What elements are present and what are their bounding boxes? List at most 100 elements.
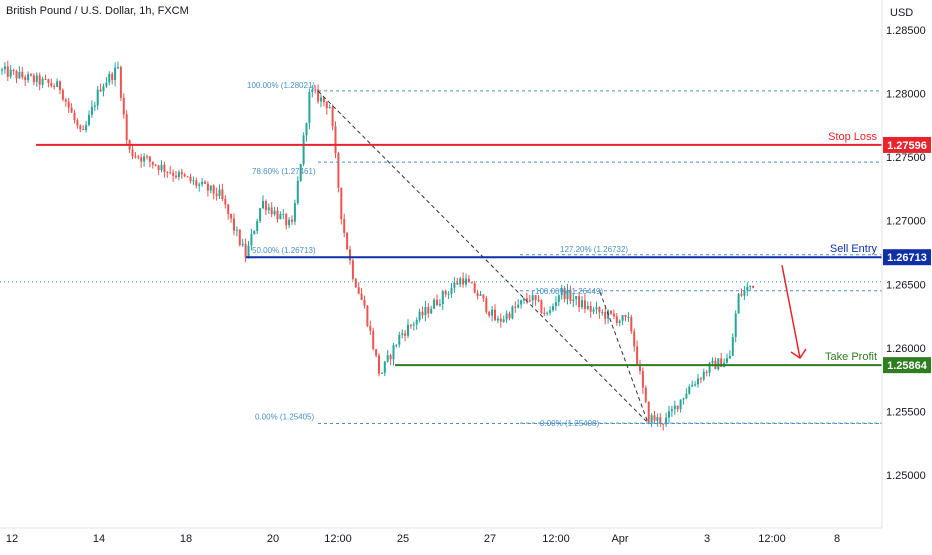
candle-body-212 <box>615 316 618 323</box>
candle-body-71 <box>206 183 209 191</box>
candle-body-100 <box>291 219 293 222</box>
candle-body-39 <box>114 67 117 80</box>
candle-body-15 <box>44 78 47 80</box>
candle-body-4 <box>12 69 15 72</box>
candle-body-172 <box>499 318 502 322</box>
candle-body-248 <box>720 358 723 367</box>
candle-body-175 <box>508 313 511 319</box>
candle-body-93 <box>270 207 273 215</box>
candle-body-70 <box>204 181 206 184</box>
candle-body-28 <box>82 128 85 131</box>
candle-body-141 <box>409 324 412 326</box>
candle-body-82 <box>238 229 241 246</box>
candle-body-86 <box>250 234 253 246</box>
candle-body-108 <box>314 89 317 91</box>
candle-body-255 <box>740 293 743 296</box>
candle-body-151 <box>438 303 441 306</box>
candle-body-128 <box>372 330 375 350</box>
candle-body-239 <box>694 384 697 386</box>
candle-body-129 <box>375 349 378 356</box>
candle-body-58 <box>169 172 172 174</box>
candle-body-216 <box>627 316 630 318</box>
candle-body-120 <box>349 249 351 261</box>
target-arrow-shaft <box>781 265 801 359</box>
candle-body-38 <box>111 73 114 80</box>
candle-body-88 <box>256 220 259 232</box>
candle-body-204 <box>592 309 595 312</box>
candle-body-43 <box>125 114 128 141</box>
candle-body-145 <box>421 311 424 316</box>
candle-body-157 <box>456 282 459 285</box>
candle-body-21 <box>61 90 64 100</box>
candle-body-64 <box>186 176 189 178</box>
candle-body-188 <box>546 312 549 314</box>
candle-body-54 <box>157 165 160 171</box>
candle-body-8 <box>24 77 27 81</box>
candle-body-102 <box>296 180 299 204</box>
candle-body-254 <box>737 293 740 314</box>
candle-body-156 <box>453 282 456 288</box>
candle-body-221 <box>641 370 644 388</box>
candle-body-134 <box>389 355 392 360</box>
candle-body-154 <box>447 293 450 295</box>
candle-body-17 <box>50 82 53 86</box>
candle-body-161 <box>467 278 470 283</box>
candle-body-95 <box>276 210 279 220</box>
candle-body-170 <box>494 309 496 321</box>
time-tick-11: 8 <box>834 533 840 545</box>
fib-ret-label-0: 0.00% (1.25405) <box>255 413 314 422</box>
candle-body-60 <box>175 175 177 178</box>
candle-body-131 <box>380 372 383 374</box>
candle-body-219 <box>636 346 639 365</box>
candle-body-133 <box>386 355 389 362</box>
candle-body-126 <box>366 305 369 326</box>
candle-body-69 <box>201 181 204 185</box>
candle-body-68 <box>198 184 201 186</box>
sell-entry-price-tag <box>883 249 931 266</box>
candle-body-127 <box>369 325 372 331</box>
candle-body-45 <box>131 149 134 157</box>
time-tick-6: 27 <box>484 533 496 545</box>
candle-body-22 <box>64 99 67 102</box>
candle-body-36 <box>105 82 108 87</box>
candle-body-247 <box>717 358 720 370</box>
candle-body-139 <box>404 333 407 336</box>
candle-body-232 <box>673 405 676 410</box>
candle-body-150 <box>436 299 438 306</box>
candle-body-122 <box>354 279 357 288</box>
candle-body-6 <box>18 71 21 79</box>
candle-body-240 <box>697 378 699 385</box>
candle-body-55 <box>160 164 163 171</box>
candle-body-140 <box>407 324 409 336</box>
candle-body-213 <box>618 320 621 323</box>
candle-body-165 <box>479 294 482 296</box>
candle-body-184 <box>534 295 537 301</box>
candle-body-18 <box>53 85 56 87</box>
candle-body-26 <box>76 120 79 126</box>
candle-body-226 <box>656 417 659 421</box>
candle-body-231 <box>670 409 673 412</box>
candle-body-195 <box>566 289 569 300</box>
candle-body-114 <box>331 107 334 127</box>
axes-group: USD 1.28500 1.28000 1.27500 1.27000 1.26500 1.… <box>0 0 926 545</box>
candle-body-205 <box>595 307 598 310</box>
candle-body-119 <box>346 232 349 250</box>
price-tick-5: 1.26000 <box>886 343 926 355</box>
candle-body-149 <box>433 299 436 309</box>
time-tick-2: 18 <box>180 533 192 545</box>
candle-body-113 <box>328 107 331 109</box>
fib-ret-label-786: 78.60% (1.27461) <box>252 167 316 176</box>
candle-body-178 <box>517 304 520 308</box>
take-profit-price-text: 1.25864 <box>887 360 928 372</box>
fib-ext-label-0: 0.00% (1.25408) <box>540 419 599 428</box>
candle-body-160 <box>465 278 467 285</box>
candle-body-171 <box>496 318 499 321</box>
candle-body-27 <box>79 125 82 129</box>
candle-body-183 <box>531 295 534 301</box>
candle-body-125 <box>363 299 366 306</box>
candle-body-229 <box>665 417 668 425</box>
candle-body-202 <box>586 305 589 309</box>
candle-body-78 <box>227 204 230 214</box>
candle-body-241 <box>699 378 702 380</box>
